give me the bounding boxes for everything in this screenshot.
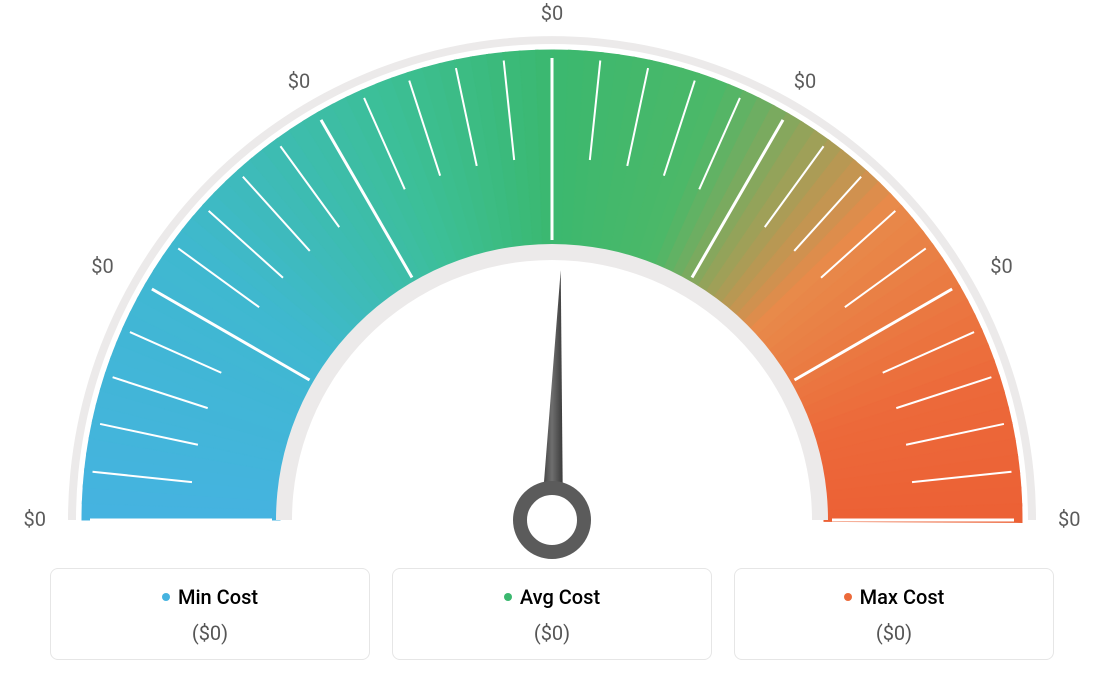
legend-label-text: Avg Cost [520,585,600,609]
legend-card-avg: Avg Cost ($0) [392,568,712,660]
gauge-chart-container: $0 $0 $0 $0 $0 $0 $0 Min Cost ($0) Avg Cost ($… [0,0,1104,690]
bullet-icon [504,593,512,601]
legend-card-max: Max Cost ($0) [734,568,1054,660]
legend-label-max: Max Cost [844,585,945,609]
gauge-area: $0 $0 $0 $0 $0 $0 $0 [0,0,1104,560]
legend-label-text: Max Cost [860,585,945,609]
legend-label-text: Min Cost [178,585,258,609]
svg-text:$0: $0 [990,254,1012,278]
svg-text:$0: $0 [288,69,310,93]
bullet-icon [844,593,852,601]
bullet-icon [162,593,170,601]
legend-value-max: ($0) [745,621,1043,645]
legend-card-min: Min Cost ($0) [50,568,370,660]
legend-label-min: Min Cost [162,585,258,609]
legend-value-avg: ($0) [403,621,701,645]
legend-row: Min Cost ($0) Avg Cost ($0) Max Cost ($0… [0,568,1104,660]
svg-text:$0: $0 [91,254,113,278]
svg-text:$0: $0 [541,1,563,25]
legend-value-min: ($0) [61,621,359,645]
legend-label-avg: Avg Cost [504,585,600,609]
gauge-svg: $0 $0 $0 $0 $0 $0 $0 [0,0,1104,560]
svg-text:$0: $0 [794,69,816,93]
svg-text:$0: $0 [1058,507,1080,531]
svg-text:$0: $0 [24,507,46,531]
